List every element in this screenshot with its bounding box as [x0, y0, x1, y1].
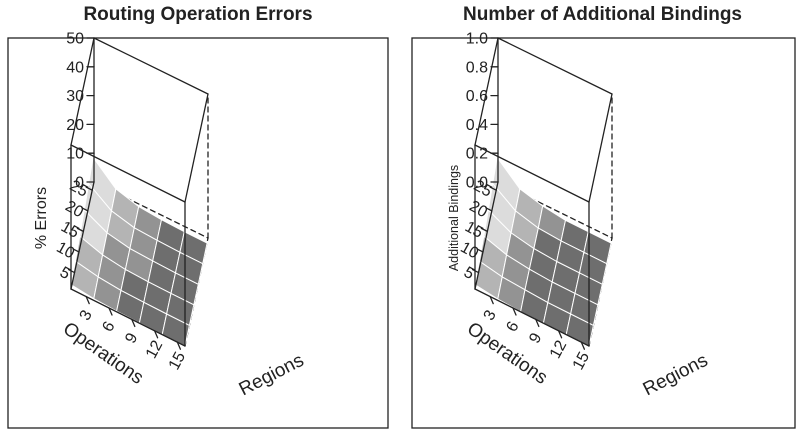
y-tick — [471, 268, 480, 274]
box-edge — [70, 37, 95, 146]
y-tick-label: 20 — [62, 198, 86, 222]
box-edge — [474, 181, 499, 290]
y-tick-label: 25 — [471, 177, 495, 201]
x-tick — [85, 295, 90, 305]
x-tick — [131, 318, 136, 328]
x-tick-label: 15 — [570, 349, 593, 373]
x-tick — [557, 330, 563, 339]
z-tick-label: 0.0 — [466, 175, 488, 192]
z-tick-label: 50 — [66, 31, 84, 48]
x-tick — [108, 307, 113, 316]
y-tick-label: 15 — [58, 218, 82, 242]
y-tick-label: 10 — [53, 239, 77, 263]
box-edge — [497, 37, 613, 95]
y-tick — [85, 186, 93, 191]
box-edge — [70, 144, 186, 203]
box-edge — [70, 288, 186, 347]
plot-frame-1 — [411, 37, 796, 429]
x-tick — [512, 307, 517, 316]
x-tick — [535, 318, 540, 328]
y-tick — [476, 248, 484, 253]
x-tick — [489, 295, 494, 305]
z-tick-label: 20 — [66, 117, 84, 134]
x-tick-label: 3 — [481, 307, 500, 323]
y-tick — [489, 186, 497, 191]
y-tick — [485, 207, 493, 212]
z-tick-label: 30 — [66, 88, 84, 105]
plot-frame-0 — [7, 37, 389, 429]
x-tick — [580, 341, 586, 350]
z-axis-label: % Errors — [33, 187, 50, 249]
y-tick-label: 15 — [462, 218, 486, 242]
y-tick-label: 20 — [466, 198, 490, 222]
x-tick — [176, 341, 182, 350]
x-tick-label: 6 — [503, 319, 522, 335]
y-tick — [81, 207, 89, 212]
x-tick-label: 3 — [77, 307, 96, 323]
box-edge — [474, 288, 590, 347]
y-tick — [480, 227, 489, 233]
box-edge — [70, 181, 95, 290]
z-tick-label: 10 — [66, 146, 84, 163]
box-edge — [474, 144, 590, 203]
z-tick-label: 1.0 — [466, 31, 488, 48]
x-tick-label: 12 — [143, 338, 166, 362]
chart-title-routing-errors: Routing Operation Errors — [83, 4, 313, 25]
y-tick — [67, 268, 76, 274]
z-tick-label: 0.6 — [466, 88, 488, 105]
chart-title-additional-bindings: Number of Additional Bindings — [463, 4, 742, 25]
y-tick — [72, 248, 80, 253]
x-tick-label: 12 — [547, 338, 570, 362]
box-edge — [474, 37, 499, 146]
x-tick — [153, 330, 159, 339]
z-tick-label: 0.4 — [466, 117, 488, 134]
box-edge — [184, 93, 209, 203]
box-edge — [93, 37, 209, 95]
box-edge — [588, 93, 613, 203]
y-tick-label: 25 — [67, 177, 91, 201]
z-axis-label: Additional Bindings — [447, 165, 461, 271]
x-tick-label: 9 — [526, 330, 545, 346]
z-tick-label: 0 — [75, 175, 84, 192]
x-axis-label: Regions — [640, 350, 712, 400]
z-tick-label: 0.8 — [466, 59, 488, 76]
x-tick-label: 15 — [166, 349, 189, 373]
x-tick-label: 9 — [122, 330, 141, 346]
z-tick-label: 0.2 — [466, 146, 488, 163]
x-axis-label: Regions — [236, 350, 308, 400]
y-tick-label: 10 — [457, 239, 481, 263]
y-tick — [76, 227, 85, 233]
z-tick-label: 40 — [66, 59, 84, 76]
x-tick-label: 6 — [99, 319, 118, 335]
